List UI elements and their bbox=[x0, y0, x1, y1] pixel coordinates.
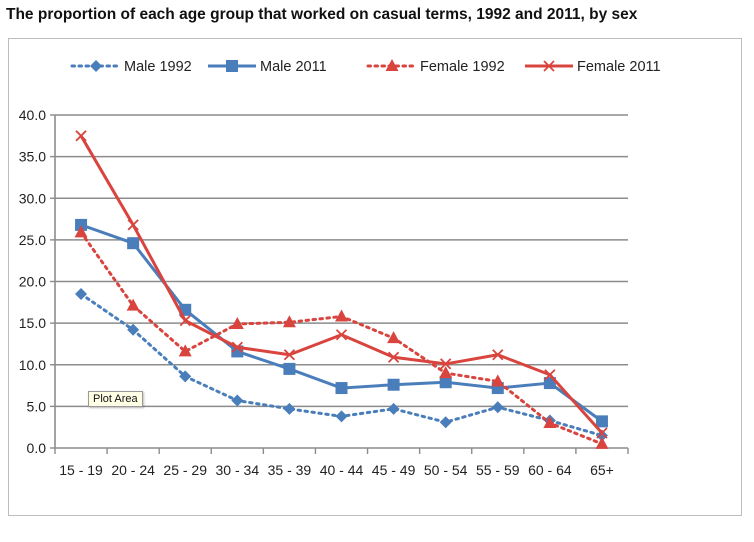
legend-label: Male 2011 bbox=[260, 59, 327, 75]
y-tick-label: 35.0 bbox=[19, 149, 46, 165]
point-male-2011 bbox=[283, 362, 296, 375]
point-female-2011 bbox=[283, 349, 296, 361]
point-female-2011 bbox=[440, 358, 452, 370]
y-tick-label: 25.0 bbox=[19, 232, 46, 248]
point-male-2011 bbox=[387, 378, 400, 391]
point-female-2011 bbox=[544, 369, 556, 381]
point-female-2011 bbox=[596, 427, 608, 439]
x-tick-label: 50 - 54 bbox=[424, 462, 468, 478]
point-female-1992 bbox=[491, 374, 505, 387]
point-male-2011 bbox=[595, 415, 608, 428]
x-marker-stroke bbox=[179, 314, 191, 327]
point-male-2011 bbox=[439, 376, 452, 389]
x-marker-stroke bbox=[543, 60, 555, 72]
point-female-1992 bbox=[74, 225, 88, 238]
y-tick-label: 15.0 bbox=[19, 315, 46, 331]
legend-label: Female 2011 bbox=[577, 59, 661, 75]
point-female-1992 bbox=[595, 436, 609, 449]
y-tick-label: 10.0 bbox=[19, 357, 46, 373]
point-female-1992 bbox=[387, 331, 401, 344]
point-male-1992 bbox=[595, 429, 608, 442]
point-male-1992 bbox=[127, 323, 140, 336]
point-male-1992 bbox=[179, 370, 192, 383]
x-tick-label: 65+ bbox=[590, 462, 614, 478]
plot-area-tooltip: Plot Area bbox=[88, 391, 143, 407]
x-tick-label: 60 - 64 bbox=[528, 462, 572, 478]
point-female-1992 bbox=[335, 309, 348, 322]
x-marker-stroke bbox=[231, 341, 243, 353]
point-female-1992 bbox=[439, 366, 453, 379]
x-marker-stroke bbox=[492, 349, 504, 361]
point-female-2011 bbox=[179, 314, 191, 327]
x-tick-label: 20 - 24 bbox=[111, 462, 155, 478]
legend-marker bbox=[385, 59, 399, 71]
point-male-2011 bbox=[335, 382, 348, 395]
point-male-1992 bbox=[231, 394, 244, 407]
point-male-1992 bbox=[75, 287, 88, 300]
legend: Male 1992 Male 2011 Female 1992 Female 2011 bbox=[70, 59, 661, 75]
legend-item-female-2011: Female 2011 bbox=[525, 59, 661, 75]
chart-title: The proportion of each age group that wo… bbox=[6, 6, 638, 23]
x-marker-stroke bbox=[335, 329, 348, 341]
x-marker-stroke bbox=[387, 351, 400, 363]
x-marker-stroke bbox=[440, 358, 452, 370]
x-marker-stroke bbox=[544, 369, 556, 381]
legend-item-male-1992: Male 1992 bbox=[70, 59, 192, 75]
point-female-2011 bbox=[127, 219, 139, 231]
legend-marker bbox=[226, 60, 238, 72]
legend-label: Male 1992 bbox=[124, 59, 192, 75]
point-female-2011 bbox=[387, 351, 400, 363]
legend-marker bbox=[543, 60, 555, 72]
y-tick-label: 0.0 bbox=[27, 440, 47, 456]
point-male-1992 bbox=[387, 402, 400, 415]
y-tick-label: 5.0 bbox=[27, 398, 47, 414]
series-lines bbox=[74, 130, 609, 449]
point-female-1992 bbox=[230, 316, 244, 329]
point-male-1992 bbox=[439, 416, 452, 429]
x-marker-stroke bbox=[596, 427, 608, 439]
x-marker-stroke bbox=[127, 219, 139, 231]
x-tick-labels: 15 - 19 20 - 24 25 - 29 30 - 34 35 - 39 40 - … bbox=[59, 462, 614, 478]
point-female-2011 bbox=[75, 130, 87, 142]
point-female-1992 bbox=[543, 416, 557, 429]
x-tick-label: 30 - 34 bbox=[216, 462, 260, 478]
y-tick-label: 30.0 bbox=[19, 190, 46, 206]
legend-label: Female 1992 bbox=[420, 59, 505, 75]
point-female-2011 bbox=[492, 349, 504, 361]
point-female-1992 bbox=[126, 298, 140, 311]
legend-item-female-1992: Female 1992 bbox=[366, 59, 505, 75]
x-tick-label: 55 - 59 bbox=[476, 462, 520, 478]
point-male-1992 bbox=[283, 402, 296, 415]
point-male-2011 bbox=[75, 218, 88, 231]
point-female-1992 bbox=[282, 315, 296, 328]
x-tick-label: 25 - 29 bbox=[163, 462, 207, 478]
point-male-1992 bbox=[335, 410, 348, 423]
x-marker-stroke bbox=[283, 349, 296, 361]
x-tick-label: 15 - 19 bbox=[59, 462, 103, 478]
x-tick-label: 35 - 39 bbox=[268, 462, 312, 478]
y-tick-label: 40.0 bbox=[19, 107, 46, 123]
y-tick-label: 20.0 bbox=[19, 274, 46, 290]
x-tick-label: 45 - 49 bbox=[372, 462, 416, 478]
point-female-1992 bbox=[178, 344, 192, 357]
x-marker-stroke bbox=[75, 130, 87, 142]
x-tick-label: 40 - 44 bbox=[320, 462, 364, 478]
point-female-2011 bbox=[231, 341, 243, 353]
legend-item-male-2011: Male 2011 bbox=[208, 59, 327, 75]
legend-marker bbox=[90, 60, 102, 72]
point-male-1992 bbox=[491, 401, 504, 414]
y-tick-labels: 0.0 5.0 10.0 15.0 20.0 25.0 30.0 35.0 40.0 bbox=[19, 107, 46, 456]
point-male-2011 bbox=[127, 237, 140, 250]
chart-area[interactable] bbox=[8, 38, 742, 516]
gridlines bbox=[55, 114, 628, 408]
point-female-2011 bbox=[335, 329, 348, 341]
axes bbox=[50, 114, 629, 454]
